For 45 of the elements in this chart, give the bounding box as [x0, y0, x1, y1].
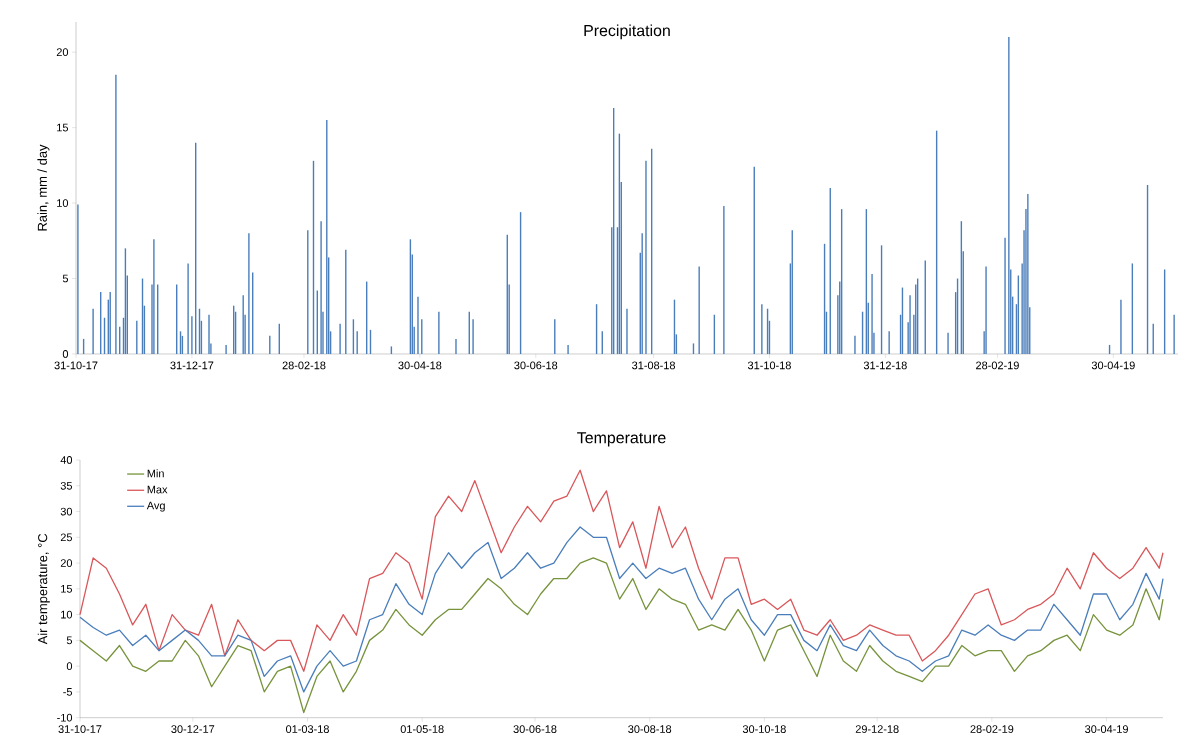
y-tick-label: -10	[57, 713, 73, 722]
x-tick-label: 28-02-19	[976, 361, 1019, 370]
y-tick-label: 40	[60, 456, 73, 464]
x-tick-label: 31-10-17	[58, 725, 102, 733]
y-tick-label: 10	[61, 610, 73, 619]
y-tick-label: 0	[62, 350, 69, 358]
x-tick-label: 30-10-18	[742, 725, 786, 733]
y-tick-label: 15	[57, 123, 69, 132]
y-tick-label: 25	[60, 533, 73, 542]
y-axis-title: Air temperature, °C	[37, 533, 50, 645]
legend-label: Min	[147, 469, 164, 478]
x-tick-label: 01-03-18	[286, 725, 329, 733]
x-tick-label: 31-10-17	[54, 361, 98, 370]
x-tick-label: 31-12-18	[863, 361, 907, 370]
x-tick-label: 01-05-18	[400, 725, 444, 733]
y-tick-label: 20	[60, 559, 73, 567]
y-tick-label: 5	[66, 636, 73, 645]
x-tick-label: 30-08-18	[628, 725, 672, 733]
y-tick-label: 20	[56, 48, 69, 57]
legend-label: Avg	[146, 501, 165, 512]
x-tick-label: 31-12-17	[170, 361, 214, 370]
x-tick-label: 30-04-19	[1085, 725, 1128, 733]
chart-title: Temperature	[577, 432, 666, 447]
y-tick-label: 15	[61, 585, 73, 593]
x-tick-label: 30-12-17	[171, 725, 215, 733]
line-series	[79, 526, 1164, 693]
y-axis-title: Rain, mm / day	[37, 144, 50, 231]
x-tick-label: 28-02-18	[282, 361, 326, 370]
x-tick-label: 31-08-18	[632, 361, 676, 370]
y-tick-label: 35	[60, 481, 73, 490]
x-tick-label: 30-06-18	[514, 361, 558, 370]
y-tick-label: -5	[63, 688, 73, 696]
x-tick-label: 31-10-18	[747, 361, 791, 370]
x-tick-label: 30-04-19	[1091, 361, 1135, 370]
y-tick-label: 10	[57, 199, 69, 207]
y-tick-label: 0	[66, 662, 73, 671]
x-tick-label: 29-12-18	[855, 725, 899, 733]
legend-label: Max	[147, 485, 168, 494]
y-tick-label: 30	[60, 507, 73, 516]
x-tick-label: 30-06-18	[513, 725, 557, 733]
x-tick-label: 30-04-18	[398, 361, 442, 370]
x-tick-label: 28-02-19	[970, 725, 1014, 733]
chart-title: Precipitation	[584, 24, 670, 40]
line-series	[79, 557, 1164, 714]
y-tick-label: 5	[62, 274, 69, 283]
